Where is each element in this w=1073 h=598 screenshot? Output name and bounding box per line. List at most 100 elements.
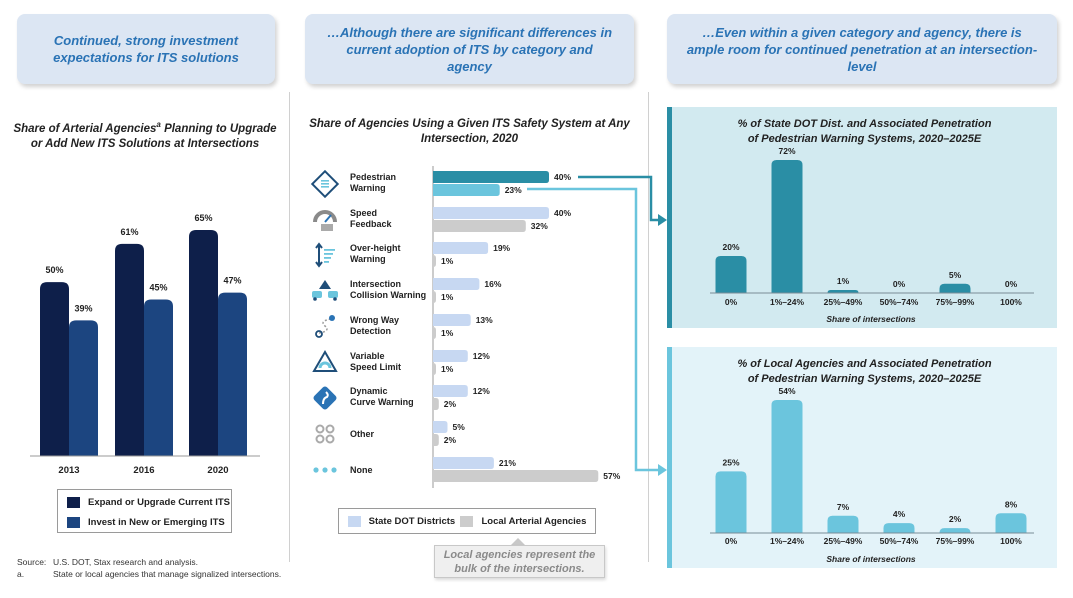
middle-chart-title: Share of Agencies Using a Given ITS Safe… bbox=[309, 118, 630, 145]
collision-wheel-1 bbox=[313, 297, 317, 301]
local-chart-title: % of Local Agencies and Associated Penet… bbox=[672, 357, 1057, 387]
bar-state-5 bbox=[433, 350, 468, 362]
row-label-2-line2: Warning bbox=[350, 254, 386, 264]
left-chart-title-a: Share of Arterial Agencies bbox=[13, 122, 157, 135]
left-chart-title-sup: a bbox=[156, 120, 161, 129]
bar-invest-2020 bbox=[218, 292, 247, 456]
speed-base bbox=[321, 224, 333, 231]
collision-wheel-2 bbox=[333, 297, 337, 301]
row-label-5-line1: Variable bbox=[350, 351, 385, 361]
collision-car-left bbox=[312, 291, 322, 298]
speed-gauge bbox=[313, 210, 337, 223]
height-arrow-down bbox=[315, 261, 323, 268]
callout-box: Local agencies represent the bulk of the… bbox=[434, 545, 605, 578]
other-ring-3 bbox=[325, 434, 335, 444]
bar-expand-2016 bbox=[115, 243, 144, 456]
curve-warning-icon bbox=[313, 386, 337, 410]
label-local-4: 1% bbox=[441, 328, 454, 338]
wrong-way-start bbox=[315, 330, 323, 338]
bar-state-4 bbox=[433, 314, 471, 326]
label-expand-2016: 61% bbox=[120, 227, 138, 237]
bar-local-8 bbox=[433, 470, 599, 482]
row-label-0-line2: Warning bbox=[350, 183, 386, 193]
speed-feedback-icon bbox=[313, 210, 337, 231]
bar-local-7 bbox=[433, 434, 439, 446]
label-expand-2020: 65% bbox=[194, 213, 212, 223]
bar-state-1 bbox=[433, 207, 549, 219]
none-dot-2 bbox=[331, 467, 337, 473]
bar-state-8 bbox=[433, 457, 494, 469]
label-local-7: 2% bbox=[444, 435, 457, 445]
wrong-way-icon bbox=[315, 315, 335, 338]
bar-invest-2016 bbox=[144, 299, 173, 456]
label-local-1: 32% bbox=[531, 221, 548, 231]
connector-state-dot-arrowhead bbox=[658, 214, 667, 226]
state-dot-chart-title: % of State DOT Dist. and Associated Pene… bbox=[672, 117, 1057, 147]
left-bar-chart: 50% 39% 2013 61% 45% 2016 65% 47% 2020 bbox=[30, 213, 260, 476]
height-line-1 bbox=[324, 253, 333, 255]
label-local-8: 57% bbox=[603, 471, 620, 481]
other-ring-1 bbox=[325, 424, 335, 434]
legend-invest-swatch bbox=[67, 516, 80, 528]
label-state-5: 12% bbox=[473, 351, 490, 361]
bar-state-6 bbox=[433, 385, 468, 397]
header-right: …Even within a given category and agency… bbox=[667, 14, 1057, 84]
left-chart-legend: Expand or Upgrade Current ITS Invest in … bbox=[57, 489, 232, 533]
legend-invest-label: Invest in New or Emerging ITS bbox=[88, 516, 225, 528]
row-label-2-line1: Over-height bbox=[350, 243, 401, 253]
height-line-3 bbox=[324, 261, 329, 263]
curve-arrow bbox=[322, 391, 329, 405]
label-state-6: 12% bbox=[473, 386, 490, 396]
pedestrian-diamond bbox=[310, 169, 340, 199]
other-icon bbox=[315, 424, 335, 444]
x-tick-2013: 2013 bbox=[58, 465, 79, 476]
row-label-7: Other bbox=[350, 429, 375, 439]
bar-invest-2013 bbox=[69, 320, 98, 456]
height-line-2 bbox=[324, 257, 331, 259]
bar-local-3 bbox=[433, 291, 436, 303]
local-title-line1: % of Local Agencies and Associated Penet… bbox=[737, 358, 992, 370]
left-chart-title-b: Planning to Upgrade or Add New ITS Solut… bbox=[30, 122, 277, 150]
label-local-6: 2% bbox=[444, 399, 457, 409]
local-title-line2: of Pedestrian Warning Systems, 2020–2025… bbox=[747, 373, 982, 385]
footnote-source-text: U.S. DOT, Stax research and analysis. bbox=[53, 557, 199, 567]
bar-local-0 bbox=[433, 184, 500, 196]
bar-state-7 bbox=[433, 421, 448, 433]
footnote: Source: U.S. DOT, Stax research and analy… bbox=[17, 556, 281, 580]
row-label-5-line2: Speed Limit bbox=[350, 362, 401, 372]
height-arrow-up bbox=[315, 242, 323, 249]
legend-state-label: State DOT Districts bbox=[368, 515, 456, 527]
legend-expand: Expand or Upgrade Current ITS bbox=[58, 492, 231, 512]
label-local-3: 1% bbox=[441, 292, 454, 302]
legend-local-label: Local Arterial Agencies bbox=[481, 515, 587, 527]
label-state-3: 16% bbox=[484, 279, 501, 289]
label-state-4: 13% bbox=[476, 315, 493, 325]
callout-text: Local agencies represent the bulk of the… bbox=[443, 548, 596, 575]
legend-expand-swatch bbox=[67, 496, 80, 508]
label-invest-2020: 47% bbox=[223, 276, 241, 286]
label-invest-2016: 45% bbox=[149, 283, 167, 293]
speed-needle bbox=[324, 214, 332, 223]
collision-warning-icon bbox=[312, 280, 338, 301]
bar-expand-2020 bbox=[189, 230, 218, 456]
other-ring-0 bbox=[315, 424, 325, 434]
pedestrian-line3 bbox=[321, 186, 329, 188]
bar-local-6 bbox=[433, 398, 439, 410]
label-invest-2013: 39% bbox=[74, 303, 92, 313]
label-state-7: 5% bbox=[453, 422, 466, 432]
label-local-5: 1% bbox=[441, 364, 454, 374]
row-label-1-line2: Feedback bbox=[350, 219, 393, 229]
connector-local-arrowhead bbox=[658, 464, 667, 476]
pedestrian-line2 bbox=[321, 183, 329, 185]
legend-invest: Invest in New or Emerging ITS bbox=[58, 512, 231, 532]
bar-local-2 bbox=[433, 255, 436, 267]
row-label-0-line1: Pedestrian bbox=[350, 172, 396, 182]
bar-state-2 bbox=[433, 242, 489, 254]
local-agencies-penetration-panel: % of Local Agencies and Associated Penet… bbox=[667, 347, 1057, 568]
label-local-0: 23% bbox=[505, 185, 522, 195]
variable-triangle bbox=[312, 350, 338, 372]
pedestrian-warning-icon bbox=[310, 169, 340, 199]
bar-local-4 bbox=[433, 327, 436, 339]
label-expand-2013: 50% bbox=[45, 265, 63, 275]
label-state-8: 21% bbox=[499, 458, 516, 468]
